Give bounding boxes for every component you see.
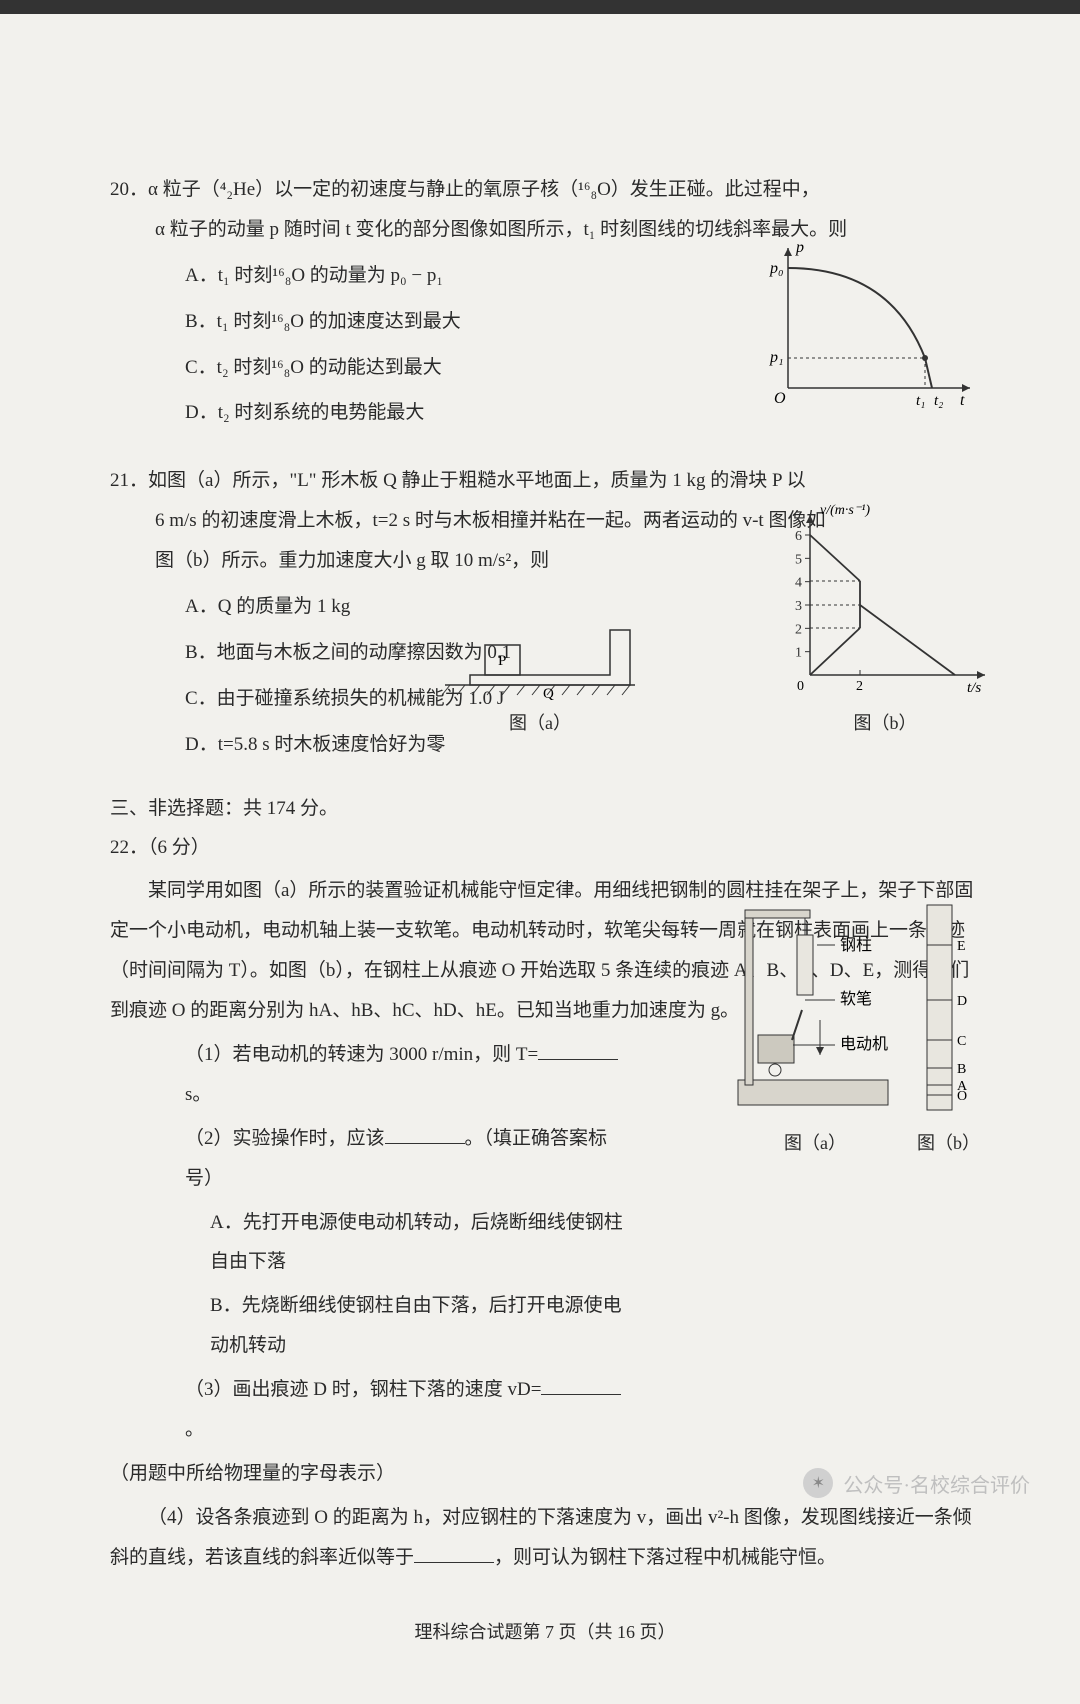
q21-fig-a-svg: P Q	[440, 620, 640, 700]
page-footer: 理科综合试题第 7 页（共 16 页）	[110, 1618, 980, 1644]
q22-s2-option-a: A．先打开电源使电动机转动，后烧断细线使钢柱自由下落	[110, 1203, 630, 1283]
q21-stem: 21．如图（a）所示，"L" 形木板 Q 静止于粗糙水平地面上，质量为 1 kg…	[110, 461, 980, 501]
watermark-text: 公众号·名校综合评价	[843, 1469, 1030, 1498]
q21-fig-a-label: 图（a）	[440, 709, 640, 735]
svg-text:B: B	[957, 1062, 966, 1077]
label-p: p	[795, 239, 804, 256]
label-O: O	[774, 390, 786, 407]
svg-text:D: D	[957, 994, 967, 1009]
label-t: t	[960, 392, 965, 409]
svg-text:2: 2	[795, 622, 802, 637]
label-vaxis: v/(m·s⁻¹)	[820, 503, 870, 518]
q21-figure-a: P Q 图（a）	[440, 620, 640, 735]
svg-text:A: A	[957, 1079, 968, 1094]
blank-vD[interactable]	[541, 1377, 621, 1395]
label-taxis: t/s	[967, 680, 981, 696]
q22-fig-a-svg: 钢柱 软笔 电动机	[730, 900, 900, 1120]
label-p1: p₁	[769, 349, 784, 366]
q22-fig-a-label: 图（a）	[730, 1129, 900, 1155]
label-Q: Q	[543, 686, 554, 700]
q22-points: （6 分）	[148, 837, 210, 858]
label-t2: t₂	[934, 393, 943, 409]
label-motor: 电动机	[840, 1035, 888, 1053]
q22-fig-b-label: 图（b）	[917, 1129, 980, 1155]
blank-slope[interactable]	[414, 1545, 494, 1563]
q20-stem-line1: α 粒子（⁴₂He）以一定的初速度与静止的氧原子核（¹⁶₈O）发生正碰。此过程中…	[148, 179, 820, 200]
q21-fig-b-label: 图（b）	[775, 709, 995, 735]
q22-sub2: （2）实验操作时，应该。（填正确答案标号）	[110, 1119, 630, 1199]
q22-s3-text: （3）画出痕迹 D 时，钢柱下落的速度 vD=	[185, 1379, 541, 1400]
q22-s2-text: （2）实验操作时，应该	[185, 1128, 385, 1149]
q22-s1-text: （1）若电动机的转速为 3000 r/min，则 T=	[185, 1044, 538, 1065]
watermark: ✶ 公众号·名校综合评价	[803, 1468, 1030, 1498]
blank-T[interactable]	[538, 1042, 618, 1060]
svg-text:6: 6	[795, 529, 802, 544]
page-content: 20．α 粒子（⁴₂He）以一定的初速度与静止的氧原子核（¹⁶₈O）发生正碰。此…	[0, 0, 1080, 1704]
q22-figure-a: 钢柱 软笔 电动机 图（a）	[730, 900, 900, 1155]
label-p0: p₀	[769, 260, 784, 277]
q21-number: 21．	[110, 470, 148, 491]
q22-number: 22．	[110, 837, 148, 858]
svg-text:4: 4	[795, 576, 802, 591]
q22-sub4: （4）设各条痕迹到 O 的距离为 h，对应钢柱的下落速度为 v，画出 v²-h …	[110, 1498, 980, 1578]
section-3-title: 三、非选择题：共 174 分。	[110, 793, 980, 820]
q20-graph: p₀ p₁ O t₁ t₂ t p	[760, 238, 980, 418]
q22-sub3: （3）画出痕迹 D 时，钢柱下落的速度 vD= 。	[110, 1370, 630, 1450]
blank-operation[interactable]	[385, 1126, 465, 1144]
q22-figure-b: OABCDE 图（b）	[917, 900, 980, 1155]
q22-s4-tail: ，则可认为钢柱下落过程中机械能守恒。	[494, 1547, 836, 1568]
q22-sub1: （1）若电动机的转速为 3000 r/min，则 T= s。	[110, 1035, 630, 1115]
label-pen: 软笔	[840, 990, 872, 1008]
label-origin: 0	[797, 679, 804, 694]
q22-s1-unit: s。	[185, 1084, 211, 1105]
svg-text:C: C	[957, 1034, 966, 1049]
q21-stem-line1: 如图（a）所示，"L" 形木板 Q 静止于粗糙水平地面上，质量为 1 kg 的滑…	[148, 470, 806, 491]
label-P: P	[498, 653, 506, 669]
q22-fig-b-svg: OABCDE	[917, 900, 977, 1120]
label-steel: 钢柱	[840, 936, 872, 954]
q22-s2-option-b: B．先烧断细线使钢柱自由下落，后打开电源使电动机转动	[110, 1286, 630, 1366]
svg-text:2: 2	[856, 679, 863, 694]
q21-figure-b: 1 2 3 4 5 6 2 v/(m·s⁻¹) t/s 0 图（b）	[775, 500, 995, 735]
svg-text:E: E	[957, 939, 966, 954]
svg-text:3: 3	[795, 599, 802, 614]
wechat-icon: ✶	[803, 1468, 833, 1498]
q20-number: 20．	[110, 179, 148, 200]
svg-text:1: 1	[795, 646, 802, 661]
label-t1: t₁	[916, 393, 925, 409]
svg-text:5: 5	[795, 552, 802, 567]
q22-s3-tail: 。	[185, 1419, 204, 1440]
q20-graph-svg: p₀ p₁ O t₁ t₂ t p	[760, 238, 980, 413]
q20-stem: 20．α 粒子（⁴₂He）以一定的初速度与静止的氧原子核（¹⁶₈O）发生正碰。此…	[110, 170, 980, 210]
q21-fig-b-svg: 1 2 3 4 5 6 2 v/(m·s⁻¹) t/s 0	[775, 500, 995, 700]
